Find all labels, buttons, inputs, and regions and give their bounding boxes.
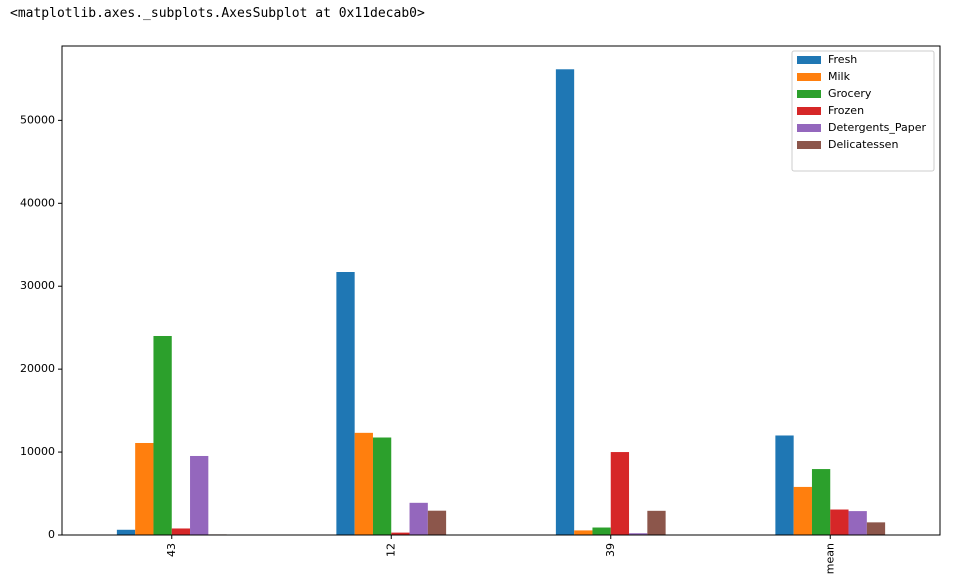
bar [336, 272, 355, 535]
bar [354, 432, 373, 535]
legend-swatch [797, 141, 821, 149]
bar [409, 502, 428, 535]
x-tick-label: mean [823, 543, 836, 574]
bar [811, 469, 831, 535]
legend-label: Detergents_Paper [828, 121, 927, 134]
bar [793, 486, 812, 535]
bar [391, 532, 410, 535]
bar [190, 455, 209, 535]
bar [866, 522, 886, 535]
y-tick-label: 40000 [20, 196, 55, 209]
y-tick-label: 50000 [20, 113, 55, 126]
y-tick-label: 20000 [20, 362, 55, 375]
legend-label: Fresh [828, 53, 857, 66]
bar [775, 435, 794, 535]
bar [647, 510, 666, 535]
bar [372, 437, 392, 535]
legend-swatch [797, 73, 821, 81]
legend-label: Delicatessen [828, 138, 898, 151]
bar [574, 530, 593, 535]
legend-label: Grocery [828, 87, 872, 100]
bar [555, 69, 575, 536]
bar [427, 510, 447, 535]
y-tick-label: 0 [48, 528, 55, 541]
legend-box [791, 50, 935, 172]
bar [153, 335, 172, 535]
bar [135, 442, 154, 535]
output-text: <matplotlib.axes._subplots.AxesSubplot a… [10, 6, 425, 21]
legend-swatch [797, 56, 821, 64]
bar [848, 511, 867, 535]
bar [629, 533, 648, 535]
plot-frame [61, 45, 941, 536]
y-tick-label: 30000 [20, 279, 55, 292]
legend-swatch [797, 124, 821, 132]
x-tick-label: 39 [604, 543, 617, 557]
legend-swatch [797, 90, 821, 98]
legend-label: Frozen [828, 104, 864, 117]
y-tick-label: 10000 [20, 445, 55, 458]
bar [610, 452, 630, 535]
bar [171, 528, 191, 535]
bar [592, 527, 611, 535]
x-tick-label: 43 [165, 543, 178, 557]
x-tick-label: 12 [384, 543, 397, 557]
bar [116, 529, 136, 535]
legend-label: Milk [828, 70, 851, 83]
bar [830, 509, 849, 535]
legend-swatch [797, 107, 821, 115]
